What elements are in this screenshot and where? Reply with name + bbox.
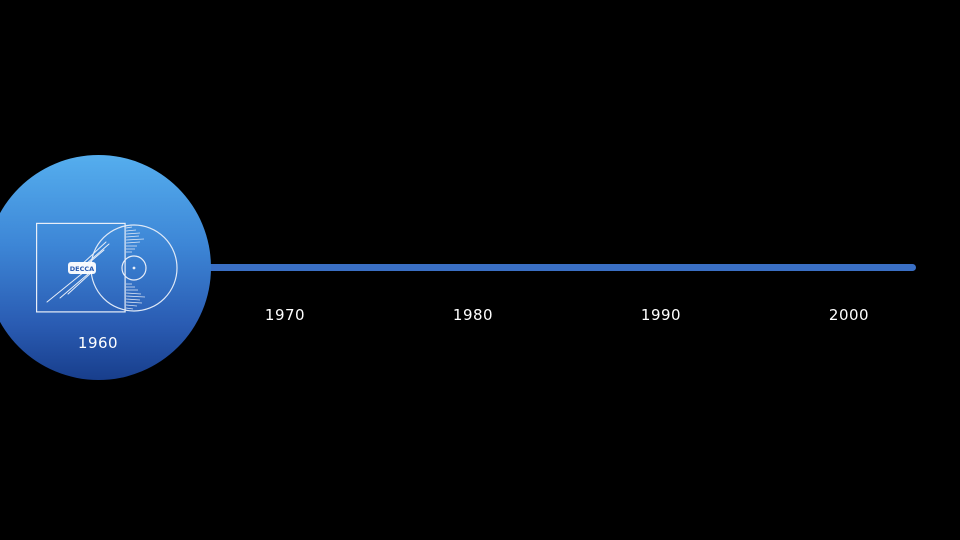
year-label-active[interactable]: 1960	[77, 334, 119, 352]
year-label-2000[interactable]: 2000	[828, 306, 870, 324]
album-sleeve-icon	[36, 222, 126, 313]
active-year-circle[interactable]	[0, 155, 211, 380]
vinyl-album-icon: DECCA	[36, 222, 178, 313]
decca-logo-icon	[68, 262, 96, 274]
year-label-1970[interactable]: 1970	[264, 306, 306, 324]
timeline-track	[180, 264, 916, 271]
year-label-1980[interactable]: 1980	[452, 306, 494, 324]
year-label-1990[interactable]: 1990	[640, 306, 682, 324]
decca-logo-text: DECCA	[70, 265, 94, 273]
